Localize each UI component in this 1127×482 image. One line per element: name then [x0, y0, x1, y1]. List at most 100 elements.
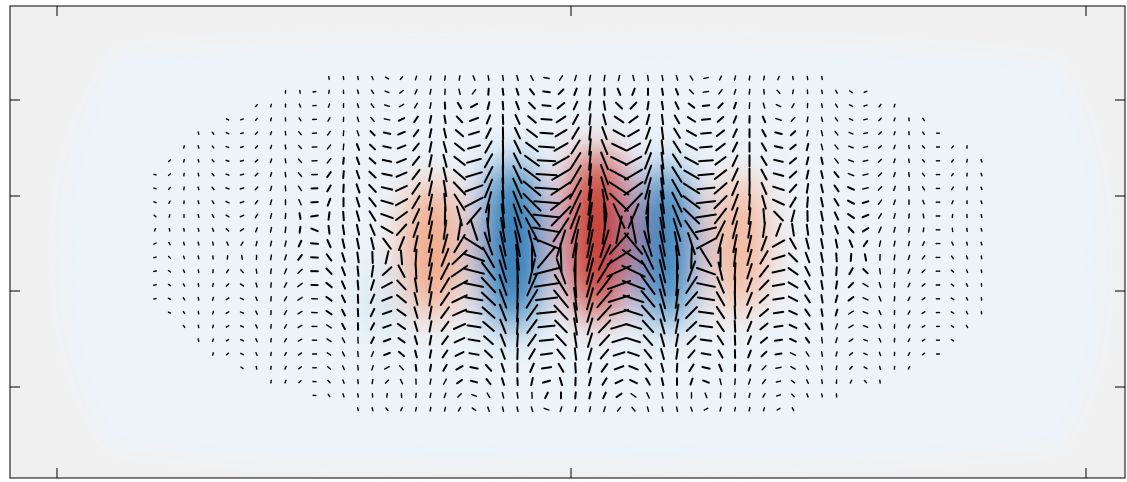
- arrow: [297, 310, 303, 315]
- arrow: [254, 131, 259, 136]
- arrow: [225, 214, 230, 218]
- arrow: [486, 392, 491, 399]
- arrow: [627, 203, 640, 229]
- arrow: [225, 297, 230, 301]
- arrow: [368, 170, 377, 179]
- arrow: [527, 333, 537, 347]
- arrow: [501, 377, 505, 386]
- arrow: [412, 221, 420, 239]
- arrow: [484, 140, 493, 154]
- arrow: [487, 406, 490, 412]
- arrow: [342, 379, 345, 384]
- arrow: [327, 224, 331, 235]
- arrow: [523, 167, 541, 182]
- arrow: [748, 392, 751, 399]
- arrow: [617, 74, 621, 82]
- arrow: [535, 173, 558, 177]
- arrow: [341, 322, 346, 330]
- arrow: [774, 352, 783, 356]
- arrow: [483, 153, 494, 169]
- arrow: [965, 296, 969, 301]
- arrow: [922, 199, 925, 205]
- arrow: [848, 131, 854, 135]
- arrow: [587, 175, 593, 201]
- arrow: [834, 144, 839, 150]
- arrow: [325, 309, 333, 316]
- arrow: [239, 325, 245, 328]
- arrow: [626, 142, 641, 152]
- arrow: [626, 337, 641, 344]
- arrow: [398, 103, 405, 108]
- arrow: [773, 324, 784, 328]
- arrow: [356, 265, 360, 277]
- arrow: [428, 363, 433, 372]
- quiver-arrows: [153, 74, 983, 413]
- arrow: [530, 74, 534, 82]
- arrow: [588, 376, 592, 387]
- arrow: [414, 262, 418, 280]
- arrow: [861, 213, 870, 219]
- arrow: [602, 113, 607, 126]
- arrow: [731, 193, 739, 211]
- arrow: [182, 283, 186, 287]
- arrow: [921, 352, 926, 356]
- arrow: [254, 199, 259, 205]
- arrow: [820, 365, 824, 371]
- arrow: [863, 379, 868, 384]
- arrow: [683, 169, 700, 180]
- arrow: [684, 219, 699, 240]
- arrow: [371, 407, 374, 412]
- arrow: [861, 200, 870, 205]
- arrow: [717, 261, 724, 281]
- arrow: [255, 268, 258, 274]
- arrow: [921, 255, 926, 260]
- arrow: [731, 180, 739, 197]
- arrow: [284, 351, 287, 357]
- arrow: [370, 103, 375, 109]
- arrow: [457, 393, 462, 398]
- arrow: [428, 115, 433, 124]
- arrow: [660, 100, 665, 111]
- arrow: [225, 118, 230, 121]
- arrow: [715, 220, 726, 240]
- arrow: [182, 310, 186, 315]
- arrow: [922, 241, 925, 247]
- arrow: [820, 183, 824, 194]
- arrow: [468, 352, 480, 356]
- arrow: [167, 269, 172, 273]
- arrow: [878, 226, 882, 234]
- arrow: [326, 144, 332, 150]
- arrow: [863, 253, 868, 262]
- arrow: [211, 338, 215, 343]
- arrow: [539, 131, 554, 135]
- ticks: [10, 6, 1125, 478]
- arrow: [642, 334, 654, 347]
- arrow: [980, 186, 983, 191]
- arrow: [254, 213, 259, 219]
- arrow: [862, 159, 869, 163]
- arrow: [463, 267, 485, 275]
- arrow: [357, 393, 359, 398]
- arrow: [805, 183, 810, 194]
- arrow: [297, 338, 303, 342]
- arrow: [574, 391, 577, 400]
- arrow: [523, 205, 541, 227]
- arrow: [515, 87, 520, 96]
- arrow: [601, 215, 608, 245]
- arrow: [399, 75, 404, 81]
- arrow: [395, 171, 408, 178]
- arrow: [211, 296, 215, 301]
- arrow: [327, 211, 331, 221]
- arrow: [687, 349, 696, 359]
- arrow: [532, 226, 561, 234]
- arrow: [381, 281, 393, 289]
- arrow: [773, 145, 784, 149]
- arrow: [516, 74, 519, 82]
- arrow: [512, 152, 523, 170]
- arrow: [411, 195, 421, 210]
- arrow: [485, 378, 492, 386]
- arrow: [553, 289, 569, 309]
- arrow: [748, 75, 751, 81]
- arrow: [659, 303, 666, 322]
- arrow: [695, 237, 717, 250]
